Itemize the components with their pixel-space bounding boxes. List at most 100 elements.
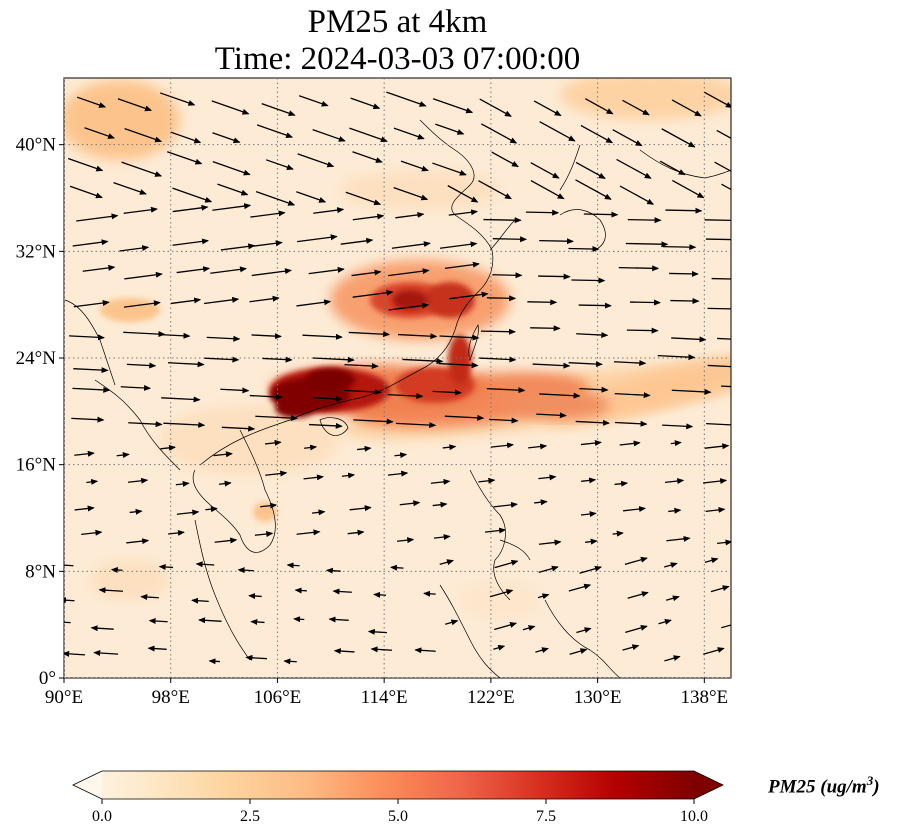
wind-arrow (527, 299, 558, 306)
wind-arrow (387, 393, 424, 400)
wind-arrow (172, 238, 210, 246)
wind-arrow (530, 180, 565, 200)
wind-arrow (140, 594, 159, 601)
colorbar-ticks: 0.0 2.5 5.0 7.5 10.0 (92, 799, 708, 825)
wind-arrow (494, 559, 519, 569)
wind-arrow (296, 191, 327, 203)
wind-arrow (568, 361, 603, 368)
wind-arrow (666, 535, 691, 542)
wind-arrow (618, 265, 660, 272)
wind-arrow (348, 331, 391, 338)
wind-arrow (705, 506, 726, 513)
wind-arrow (716, 129, 731, 140)
colorbar-min-extend (73, 771, 102, 799)
wind-arrow (110, 566, 123, 573)
wind-arrow (208, 658, 220, 665)
wind-arrow (313, 207, 345, 214)
wind-arrow (67, 157, 104, 172)
wind-arrow (612, 129, 643, 147)
wind-arrow (433, 534, 451, 541)
wind-arrow (250, 210, 286, 218)
wind-arrow (160, 332, 191, 339)
wind-arrow (717, 337, 731, 340)
wind-arrow (313, 395, 343, 402)
wind-arrow (533, 100, 562, 117)
wind-arrow (344, 388, 382, 395)
wind-arrow (539, 121, 576, 142)
wind-arrow (172, 187, 213, 203)
lat-tick-label: 8°N (25, 561, 56, 582)
wind-arrow (623, 506, 647, 513)
wind-arrow (370, 646, 393, 653)
wind-arrow (575, 179, 612, 200)
wind-arrow (569, 648, 588, 655)
wind-arrow (117, 98, 152, 112)
wind-arrow (172, 204, 209, 213)
wind-arrow (253, 240, 283, 247)
wind-arrow (113, 181, 147, 195)
wind-arrow (389, 564, 404, 571)
wind-arrow (491, 151, 519, 168)
wind-arrow (304, 444, 318, 451)
wind-arrow (72, 386, 111, 393)
wind-arrow (213, 451, 233, 458)
wind-arrow (64, 621, 71, 624)
wind-arrow (538, 539, 562, 546)
colorbar-bar (73, 771, 694, 799)
wind-arrow (522, 625, 536, 631)
wind-arrow (622, 99, 650, 116)
wind-arrow (123, 206, 158, 214)
wind-arrow (148, 617, 168, 624)
wind-arrow (494, 622, 517, 631)
wind-arrow (484, 527, 507, 534)
wind-arrow (248, 593, 262, 600)
wind-arrow (703, 647, 725, 655)
wind-arrow (283, 658, 297, 665)
wind-arrow (585, 98, 614, 115)
wind-arrow (662, 423, 694, 430)
wind-arrow (622, 644, 640, 651)
wind-arrow (439, 559, 454, 566)
wind-arrow (395, 211, 425, 219)
wind-arrow (249, 393, 283, 400)
wind-arrow (251, 333, 282, 340)
longitude-ticks: 90°E 98°E 106°E 114°E 122°E 130°E 138°E (45, 678, 728, 708)
wind-arrow (662, 244, 697, 251)
wind-arrow (212, 161, 251, 176)
wind-arrow (664, 478, 685, 485)
wind-arrow (575, 419, 610, 426)
wind-arrow (704, 219, 731, 222)
wind-arrow (163, 421, 206, 428)
wind-arrow (176, 509, 200, 516)
wind-arrow (352, 213, 385, 221)
wind-arrow (86, 478, 99, 485)
wind-arrow (388, 302, 430, 311)
wind-arrow (124, 271, 163, 280)
wind-arrow (568, 583, 592, 592)
wind-arrow (255, 415, 299, 422)
wind-arrow (489, 589, 514, 598)
wind-arrow (170, 131, 202, 144)
lon-tick-label: 90°E (45, 687, 83, 708)
lon-tick-label: 98°E (152, 687, 190, 708)
wind-arrow (332, 588, 352, 595)
wind-arrow (127, 477, 149, 484)
wind-arrow (126, 362, 157, 369)
wind-arrow (302, 333, 343, 340)
wind-arrow (490, 442, 515, 449)
wind-arrow (126, 538, 150, 545)
wind-arrow (121, 161, 163, 177)
wind-arrow (220, 243, 256, 251)
wind-arrow (625, 624, 648, 634)
wind-arrow (666, 595, 680, 602)
wind-arrow (616, 158, 652, 179)
wind-arrow (449, 291, 489, 300)
wind-arrow (486, 387, 526, 394)
wind-arrow (81, 529, 103, 536)
wind-arrow (478, 180, 512, 200)
wind-arrow (349, 505, 372, 512)
wind-arrow (296, 299, 332, 307)
wind-arrow (627, 591, 649, 599)
wind-arrow (619, 185, 655, 205)
wind-arrow (161, 396, 201, 403)
